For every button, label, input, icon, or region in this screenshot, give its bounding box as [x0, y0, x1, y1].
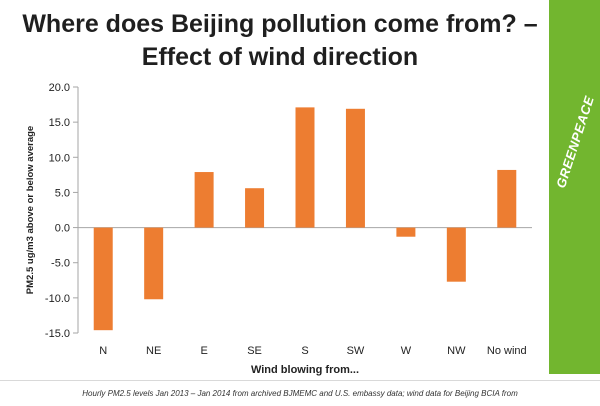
y-tick-label: -5.0: [51, 258, 70, 270]
chart-labels: 20.0 15.0 10.0 5.0 0.0 -5.0 -10.0 -15.0 N NE E SE S S…: [25, 82, 527, 376]
bar: [497, 169, 517, 228]
source-footnote: Hourly PM2.5 levels Jan 2013 – Jan 2014 …: [82, 389, 518, 398]
bar: [396, 227, 416, 237]
greenpeace-sidebar: GREENPEACE: [549, 0, 600, 374]
y-tick-label: 5.0: [55, 187, 70, 199]
x-tick-label: W: [401, 345, 412, 357]
y-tick-label: 20.0: [49, 82, 70, 94]
x-tick-label: S: [301, 345, 308, 357]
x-tick-label: SW: [347, 345, 365, 357]
bar: [295, 107, 315, 228]
y-tick-label: 0.0: [55, 223, 70, 235]
bar: [345, 108, 365, 228]
y-tick-label: -10.0: [45, 293, 70, 305]
bar: [245, 188, 265, 228]
y-tick-label: 15.0: [49, 117, 70, 129]
y-axis-label: PM2.5 ug/m3 above or below average: [25, 126, 36, 294]
x-tick-label: E: [200, 345, 207, 357]
y-tick-label: -15.0: [45, 328, 70, 340]
x-axis-label: Wind blowing from...: [251, 364, 359, 376]
bar: [194, 172, 214, 228]
chart-title: Where does Beijing pollution come from? …: [22, 10, 538, 71]
bar: [93, 227, 113, 331]
y-tick-label: 10.0: [49, 152, 70, 164]
x-tick-label: NE: [146, 345, 161, 357]
bar: [144, 227, 164, 300]
bar: [446, 227, 466, 282]
x-tick-label: No wind: [487, 345, 527, 357]
chart-bars: [93, 107, 517, 331]
x-tick-label: N: [99, 345, 107, 357]
divider: [0, 380, 600, 381]
x-tick-label: NW: [447, 345, 466, 357]
x-tick-label: SE: [247, 345, 262, 357]
